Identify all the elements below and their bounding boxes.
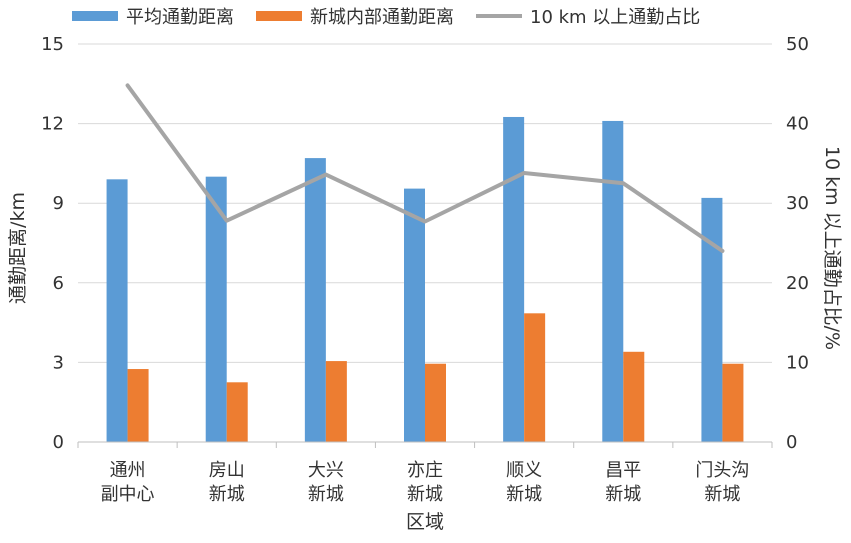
bar — [623, 352, 644, 442]
y-tick-label: 0 — [53, 432, 64, 453]
bar — [404, 189, 425, 442]
y-tick-label: 9 — [53, 193, 64, 214]
y-axis-title: 通勤距离/km — [7, 192, 29, 304]
y-tick-label: 6 — [53, 273, 64, 294]
bar — [425, 364, 446, 442]
legend: 平均通勤距离 新城内部通勤距离 10 km 以上通勤占比 — [72, 7, 700, 28]
bar — [128, 369, 149, 442]
x-tick-label: 新城 — [308, 484, 344, 505]
x-tick-label: 新城 — [704, 484, 740, 505]
x-tick-label: 亦庄 — [407, 460, 443, 481]
y-tick-label: 15 — [41, 34, 64, 55]
x-tick-label: 通州 — [110, 460, 146, 481]
y-tick-label: 12 — [41, 114, 64, 135]
x-tick-label: 门头沟 — [695, 460, 749, 481]
bar — [305, 158, 326, 442]
bar — [524, 313, 545, 442]
legend-label: 平均通勤距离 — [126, 7, 234, 28]
bar — [107, 179, 128, 442]
x-tick-label: 昌平 — [605, 460, 641, 481]
y2-tick-label: 0 — [786, 432, 797, 453]
y2-axis-title: 10 km 以上通勤占比/% — [821, 146, 843, 350]
bar — [503, 117, 524, 442]
bar — [326, 361, 347, 442]
bar — [701, 198, 722, 442]
x-tick-label: 顺义 — [506, 460, 542, 481]
y-tick-label: 3 — [53, 352, 64, 373]
x-tick-label: 新城 — [605, 484, 641, 505]
x-tick-label: 新城 — [506, 484, 542, 505]
bar — [227, 382, 248, 442]
bar — [722, 364, 743, 442]
x-tick-label: 副中心 — [101, 484, 155, 505]
bar — [602, 121, 623, 442]
x-tick-label: 房山 — [209, 460, 245, 481]
legend-swatch — [72, 11, 118, 21]
y2-tick-label: 20 — [786, 273, 809, 294]
y2-tick-label: 30 — [786, 193, 809, 214]
y2-tick-label: 40 — [786, 114, 809, 135]
legend-swatch — [256, 11, 302, 21]
legend-label: 10 km 以上通勤占比 — [530, 7, 700, 28]
bars — [107, 117, 744, 442]
x-tick-label: 新城 — [407, 484, 443, 505]
x-axis-title: 区域 — [406, 511, 444, 533]
legend-label: 新城内部通勤距离 — [310, 7, 454, 28]
y2-tick-label: 50 — [786, 34, 809, 55]
y2-tick-label: 10 — [786, 352, 809, 373]
x-tick-label: 新城 — [209, 484, 245, 505]
x-tick-label: 大兴 — [308, 460, 344, 481]
